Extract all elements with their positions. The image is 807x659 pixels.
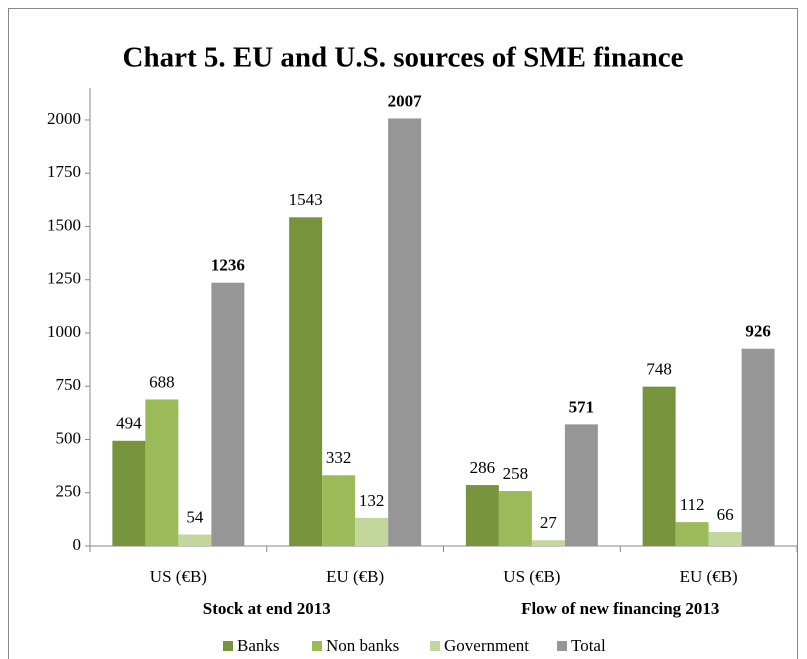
y-tick-label: 0 — [73, 535, 82, 554]
y-tick-label: 1250 — [47, 269, 81, 288]
bar — [642, 386, 676, 546]
data-label: 27 — [540, 513, 558, 532]
y-tick-label: 1750 — [47, 162, 81, 181]
bar — [465, 485, 499, 546]
y-tick-label: 2000 — [47, 109, 81, 128]
bar — [355, 517, 389, 546]
bar — [322, 475, 356, 546]
bar — [211, 282, 245, 546]
legend-label: Non banks — [326, 636, 399, 655]
group-label: Flow of new financing 2013 — [521, 599, 719, 618]
y-tick-label: 250 — [56, 482, 82, 501]
data-label: 926 — [745, 322, 771, 341]
group-label: Stock at end 2013 — [203, 599, 331, 618]
y-tick-label: 500 — [56, 428, 82, 447]
legend-swatch — [312, 641, 322, 651]
legend-label: Government — [444, 636, 529, 655]
data-label: 132 — [359, 491, 385, 510]
data-label: 1236 — [211, 256, 245, 275]
legend-swatch — [557, 641, 567, 651]
data-label: 258 — [503, 464, 529, 483]
data-label: 332 — [326, 448, 352, 467]
x-tick-label: EU (€B) — [680, 567, 738, 586]
bar — [675, 522, 709, 546]
data-label: 748 — [646, 360, 672, 379]
legend-swatch — [223, 641, 233, 651]
bar — [531, 540, 565, 546]
data-label: 494 — [116, 414, 142, 433]
bar — [112, 440, 146, 546]
data-label: 688 — [149, 372, 175, 391]
bar — [498, 491, 532, 546]
y-tick-label: 750 — [56, 375, 82, 394]
bar — [289, 217, 323, 546]
bar — [564, 424, 598, 546]
x-tick-label: EU (€B) — [326, 567, 384, 586]
y-tick-label: 1500 — [47, 215, 81, 234]
data-label: 286 — [470, 458, 496, 477]
data-label: 571 — [569, 397, 595, 416]
x-tick-label: US (€B) — [150, 567, 207, 586]
chart-title: Chart 5. EU and U.S. sources of SME fina… — [123, 42, 684, 74]
bar — [708, 531, 742, 546]
chart-border — [8, 8, 798, 659]
legend-label: Total — [571, 636, 606, 655]
bar — [741, 348, 775, 546]
data-label: 2007 — [388, 91, 423, 110]
data-label: 1543 — [289, 190, 323, 209]
data-label: 112 — [680, 495, 705, 514]
legend-swatch — [430, 641, 440, 651]
data-label: 54 — [186, 507, 204, 526]
bar — [145, 399, 179, 546]
y-tick-label: 1000 — [47, 322, 81, 341]
legend-label: Banks — [237, 636, 280, 655]
data-label: 66 — [717, 505, 734, 524]
bar — [178, 534, 212, 546]
bar — [388, 118, 422, 546]
x-tick-label: US (€B) — [503, 567, 560, 586]
